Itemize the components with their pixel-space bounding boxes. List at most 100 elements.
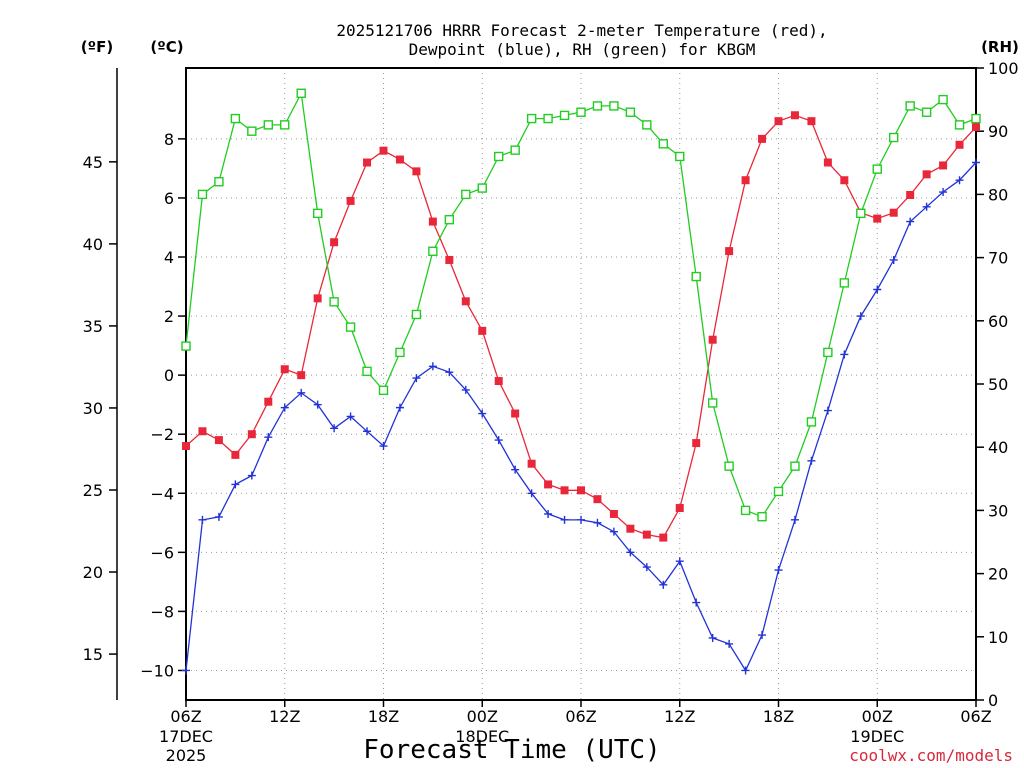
rh-point (230, 113, 241, 124)
dewpoint-point (626, 548, 635, 557)
dewpoint-point (593, 518, 602, 527)
celsius-tick-label: −2 (150, 425, 174, 444)
celsius-tick-label: −10 (140, 661, 174, 680)
2-meter-temperature-point (560, 486, 569, 495)
dewpoint-point (675, 557, 684, 566)
2-meter-temperature-point (758, 134, 767, 143)
2-meter-temperature-point (922, 170, 931, 179)
rh-tick-label: 100 (988, 59, 1019, 78)
rh-point (329, 297, 339, 307)
x-tick-label: 06Z (565, 707, 596, 726)
dewpoint-point (461, 385, 470, 394)
2-meter-temperature-point (346, 196, 355, 205)
rh-tick-label: 50 (988, 375, 1008, 394)
rh-tick-label: 40 (988, 438, 1008, 457)
rh-tick-label: 30 (988, 501, 1008, 520)
rh-point (543, 113, 553, 124)
dewpoint-point (346, 412, 355, 421)
rh-point (954, 120, 965, 130)
celsius-tick-label: 0 (164, 366, 174, 385)
rh-point (181, 341, 191, 351)
rh-point (395, 347, 405, 358)
2-meter-temperature-point (577, 486, 585, 495)
rh-tick-label: 70 (988, 249, 1008, 268)
chart-title-line-2: Dewpoint (blue), RH (green) for KBGM (409, 40, 756, 59)
rh-point (411, 309, 422, 320)
dewpoint-point (840, 350, 849, 359)
rh-point (790, 461, 800, 471)
celsius-tick-label: −6 (150, 543, 174, 562)
rh-tick-label: 0 (988, 691, 998, 710)
x-date-label: 19DEC (850, 727, 904, 746)
2-meter-temperature-point (247, 430, 256, 439)
rh-point (592, 101, 603, 111)
x-axis-title: Forecast Time (UTC) (363, 735, 660, 765)
rh-point (526, 113, 537, 124)
2-meter-temperature-point (741, 176, 750, 185)
rh-point (428, 246, 438, 256)
2-meter-temperature-point (692, 439, 701, 448)
dewpoint-point (922, 202, 931, 211)
2-meter-temperature-point (214, 436, 223, 445)
rh-point (378, 385, 389, 396)
2-meter-temperature-point (231, 450, 240, 459)
data-series (181, 88, 981, 675)
rh-point (461, 189, 471, 200)
2-meter-temperature-point (906, 190, 915, 199)
rh-point (905, 101, 915, 111)
rh-point (510, 145, 520, 155)
2-meter-temperature-point (395, 155, 404, 164)
dewpoint-point (330, 424, 339, 433)
rh-tick-label: 10 (988, 628, 1008, 647)
dewpoint-point (494, 436, 503, 445)
2-meter-temperature-point (428, 217, 437, 226)
rh-point (806, 417, 817, 427)
celsius-tick-label: −4 (150, 484, 174, 503)
rh-point (345, 322, 356, 332)
dewpoint-point (741, 666, 750, 675)
rh-point (197, 189, 208, 200)
rh-point (938, 94, 948, 105)
dewpoint-point (412, 374, 421, 383)
dewpoint-point (313, 400, 322, 409)
rh-point (707, 398, 718, 408)
rh-point (214, 177, 224, 187)
dewpoint-point (609, 527, 618, 536)
rh-tick-label: 90 (988, 122, 1008, 141)
2-meter-temperature-point (313, 294, 322, 303)
fahrenheit-tick-label: 25 (83, 481, 103, 500)
dewpoint-point (544, 509, 553, 518)
dewpoint-point (560, 515, 569, 524)
y-axis-ticks: −10 −8 −6 −4 −2 0 2 4 6 8 15 20 25 30 35 40 45 0 10 20 30 40 5… (83, 59, 1019, 710)
dewpoint-point (198, 515, 207, 524)
2-meter-temperature-point (873, 214, 882, 223)
dewpoint-point (856, 312, 865, 321)
rh-point (444, 214, 455, 225)
2-meter-temperature-point (659, 533, 668, 542)
rh-point (494, 151, 504, 162)
credit-text: coolwx.com/models (849, 746, 1013, 765)
dewpoint-point (889, 255, 898, 264)
fahrenheit-unit-label: (ºF) (81, 38, 113, 56)
dewpoint-point (379, 442, 388, 451)
celsius-tick-label: 6 (164, 189, 174, 208)
dewpoint-point (445, 368, 454, 377)
dewpoint-point (280, 403, 289, 412)
2-meter-temperature-point (725, 247, 734, 256)
dewpoint-point (758, 631, 767, 640)
rh-point (642, 120, 652, 130)
2-meter-temperature-point (379, 146, 388, 155)
rh-point (559, 110, 570, 121)
2-meter-temperature-point (807, 117, 816, 126)
2-meter-temperature-point (675, 504, 684, 513)
dewpoint-point (725, 639, 734, 648)
2-meter-temperature-point (412, 167, 421, 176)
dewpoint-point (692, 598, 701, 607)
chart-title-line-1: 2025121706 HRRR Forecast 2-meter Tempera… (336, 21, 827, 40)
dewpoint-point (972, 158, 980, 167)
2-meter-temperature-point (494, 377, 503, 386)
celsius-unit-label: (ºC) (150, 38, 183, 56)
rh-point (675, 151, 685, 162)
